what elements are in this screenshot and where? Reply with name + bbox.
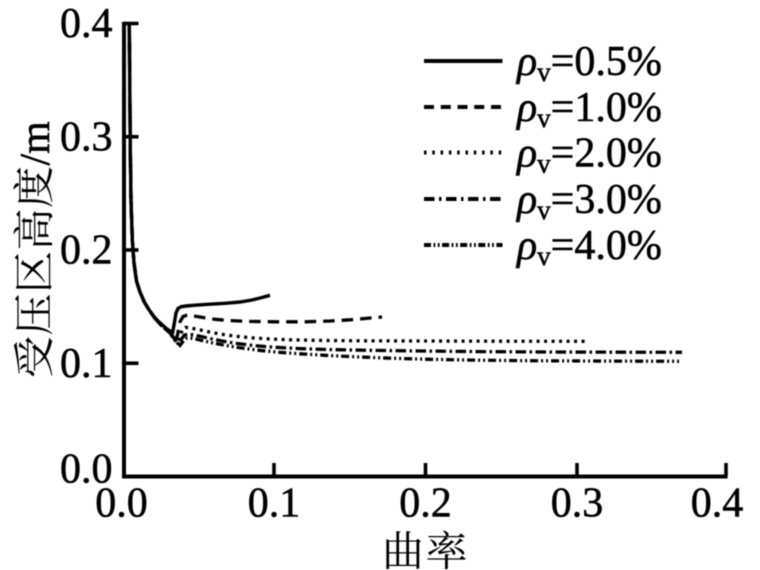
svg-text:ρv=1.0%: ρv=1.0% bbox=[515, 85, 662, 133]
svg-text:0.1: 0.1 bbox=[248, 481, 301, 527]
svg-text:/m: /m bbox=[13, 121, 59, 166]
svg-text:ρv=2.0%: ρv=2.0% bbox=[515, 131, 662, 179]
svg-text:0.4: 0.4 bbox=[691, 481, 744, 527]
svg-text:0.4: 0.4 bbox=[60, 1, 113, 47]
svg-text:ρv=0.5%: ρv=0.5% bbox=[515, 39, 662, 87]
svg-text:0.3: 0.3 bbox=[551, 481, 604, 527]
svg-text:0.0: 0.0 bbox=[60, 447, 113, 493]
svg-text:ρv=3.0%: ρv=3.0% bbox=[515, 177, 662, 225]
svg-text:0.2: 0.2 bbox=[60, 228, 113, 274]
svg-text:ρv=4.0%: ρv=4.0% bbox=[515, 223, 662, 271]
svg-text:0.1: 0.1 bbox=[60, 341, 113, 387]
svg-text:0.3: 0.3 bbox=[60, 114, 113, 160]
svg-text:0.2: 0.2 bbox=[399, 481, 452, 527]
svg-text:0.0: 0.0 bbox=[95, 481, 148, 527]
